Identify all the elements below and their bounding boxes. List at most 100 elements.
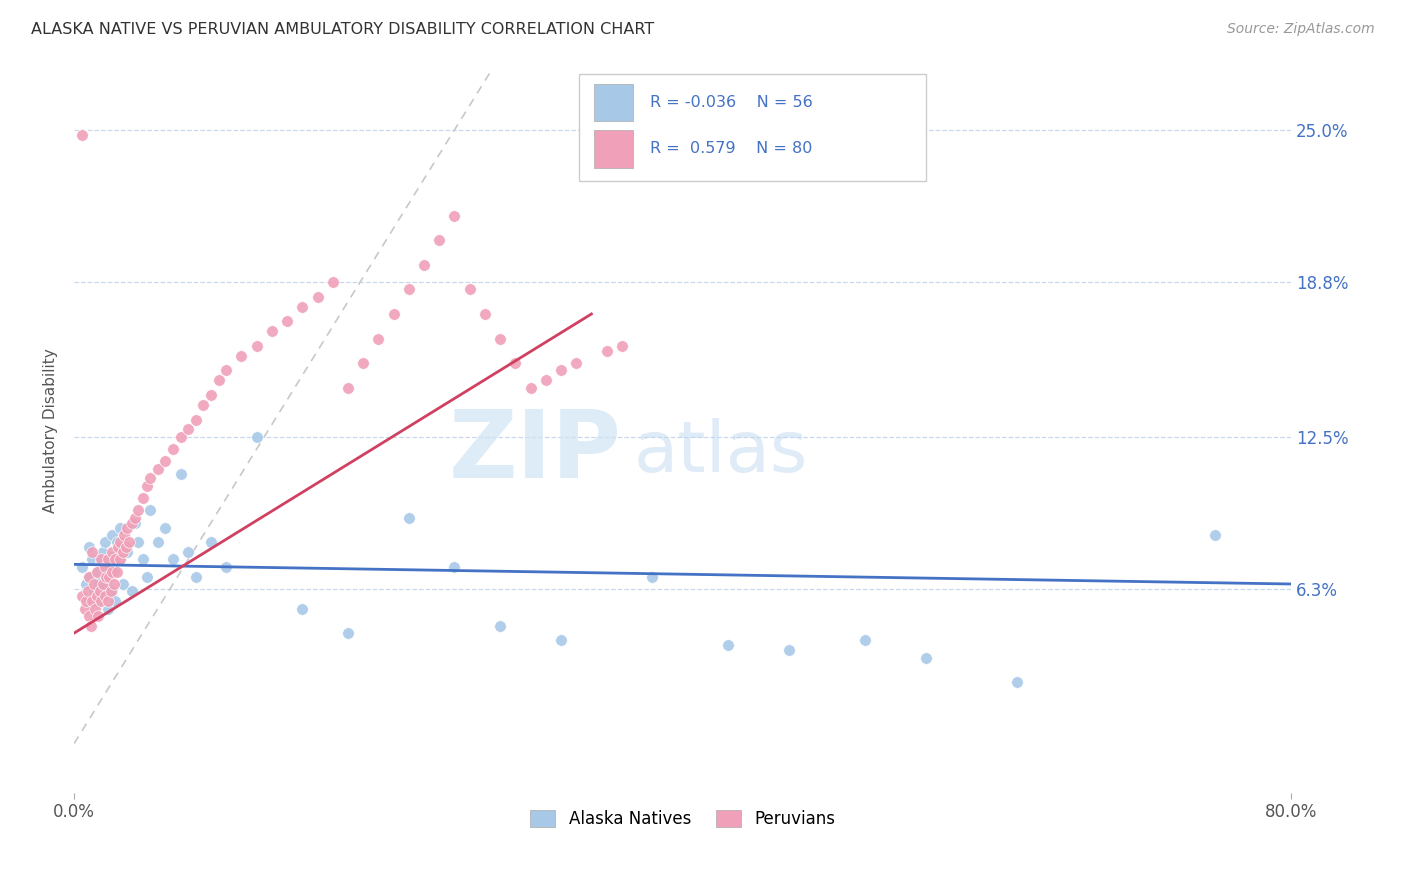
Point <box>162 442 184 456</box>
Point <box>131 552 153 566</box>
Point <box>90 552 112 566</box>
Point <box>139 471 162 485</box>
Point <box>136 479 159 493</box>
Point <box>398 510 420 524</box>
Point <box>208 373 231 387</box>
Point <box>443 209 465 223</box>
Point <box>82 545 104 559</box>
Point <box>101 545 124 559</box>
Point <box>84 601 107 615</box>
Point <box>246 430 269 444</box>
Text: R =  0.579    N = 80: R = 0.579 N = 80 <box>650 142 813 156</box>
Point <box>97 601 120 615</box>
Point <box>117 545 139 559</box>
Point <box>550 633 572 648</box>
Point <box>101 528 124 542</box>
Point <box>778 643 800 657</box>
Point <box>398 282 420 296</box>
Point <box>121 516 143 530</box>
Text: ZIP: ZIP <box>449 407 621 499</box>
Text: ALASKA NATIVE VS PERUVIAN AMBULATORY DISABILITY CORRELATION CHART: ALASKA NATIVE VS PERUVIAN AMBULATORY DIS… <box>31 22 654 37</box>
Point <box>155 520 177 534</box>
Point <box>91 545 114 559</box>
Point <box>94 569 117 583</box>
Point <box>124 510 146 524</box>
Point <box>215 363 238 377</box>
Point <box>93 589 115 603</box>
Point <box>474 307 496 321</box>
Point <box>155 454 177 468</box>
Point <box>352 356 374 370</box>
Point <box>90 589 112 603</box>
Point <box>458 282 481 296</box>
Point <box>121 584 143 599</box>
Point <box>1007 675 1029 690</box>
Point <box>86 589 108 603</box>
Point <box>184 569 207 583</box>
Point <box>307 290 329 304</box>
Point <box>146 461 169 475</box>
Point <box>100 584 122 599</box>
Point <box>73 601 96 615</box>
Point <box>915 650 938 665</box>
Point <box>93 559 115 574</box>
Point <box>534 373 557 387</box>
Point <box>336 381 359 395</box>
Point <box>177 545 200 559</box>
Point <box>127 503 149 517</box>
Point <box>565 356 588 370</box>
Point <box>98 569 121 583</box>
Point <box>215 559 238 574</box>
Point <box>427 233 450 247</box>
Point <box>124 516 146 530</box>
Point <box>291 601 314 615</box>
Point <box>177 422 200 436</box>
Point <box>75 594 97 608</box>
Point <box>107 540 129 554</box>
Point <box>70 559 93 574</box>
Point <box>97 552 120 566</box>
Point <box>146 535 169 549</box>
Point <box>276 314 298 328</box>
Point <box>853 633 876 648</box>
Point <box>382 307 405 321</box>
Point <box>184 412 207 426</box>
Point <box>98 569 121 583</box>
Point <box>118 535 141 549</box>
Point <box>169 467 191 481</box>
Point <box>101 565 124 579</box>
Point <box>114 540 136 554</box>
Point <box>717 639 740 653</box>
Point <box>82 552 104 566</box>
Point <box>127 535 149 549</box>
Point <box>108 535 131 549</box>
Point <box>100 549 122 564</box>
Point <box>117 520 139 534</box>
Bar <box>593 130 633 168</box>
Text: R = -0.036    N = 56: R = -0.036 N = 56 <box>650 95 813 110</box>
Point <box>367 332 389 346</box>
Point <box>413 258 436 272</box>
Bar <box>593 84 633 121</box>
Point <box>111 577 134 591</box>
Point <box>231 349 253 363</box>
Point <box>108 520 131 534</box>
Point <box>79 569 101 583</box>
Point <box>79 540 101 554</box>
FancyBboxPatch shape <box>579 73 927 181</box>
Point <box>76 584 98 599</box>
Point <box>200 388 222 402</box>
Point <box>90 555 112 569</box>
Point <box>111 545 134 559</box>
Point <box>83 584 105 599</box>
Point <box>75 577 97 591</box>
Point <box>108 552 131 566</box>
Point <box>80 618 103 632</box>
Point <box>104 594 127 608</box>
Point <box>86 565 108 579</box>
Point <box>87 574 110 589</box>
Point <box>83 577 105 591</box>
Point <box>93 535 115 549</box>
Point <box>90 594 112 608</box>
Point <box>1204 528 1226 542</box>
